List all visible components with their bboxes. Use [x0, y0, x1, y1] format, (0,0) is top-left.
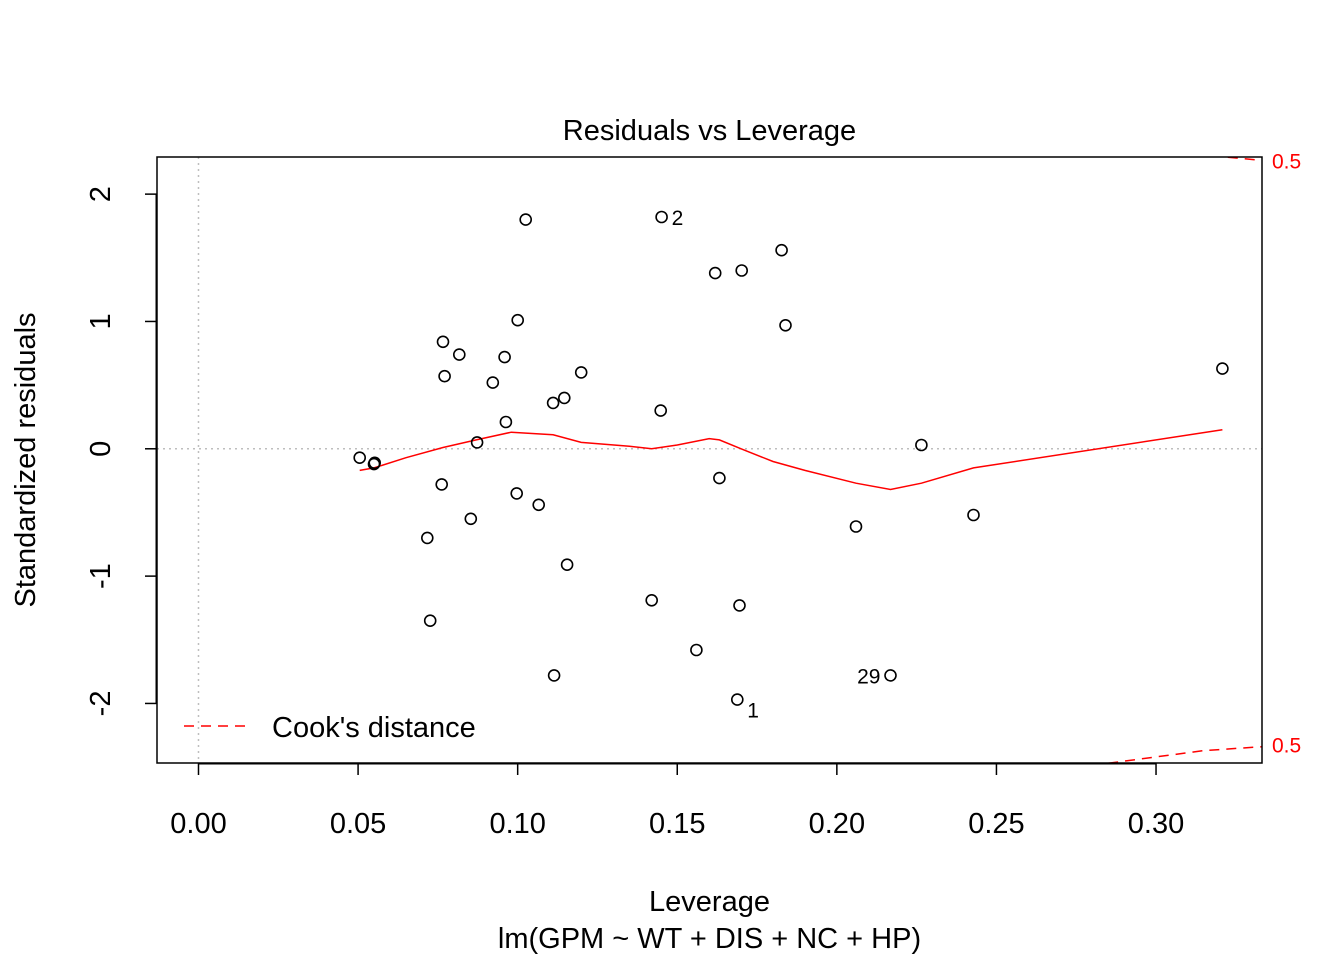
data-point	[713, 471, 726, 485]
data-point	[510, 487, 524, 500]
points-group	[353, 210, 1229, 706]
point-label: 2	[672, 207, 684, 230]
x-axis-label: Leverage	[649, 886, 770, 918]
data-point	[654, 404, 668, 417]
data-point	[546, 396, 560, 410]
y-tick-label: -2	[85, 691, 117, 717]
data-point	[367, 457, 381, 471]
data-point	[438, 369, 451, 383]
data-point	[557, 391, 571, 405]
data-point	[690, 643, 703, 657]
axes-group: 0.00 0.05 0.10 0.15 0.20 0.25 0.30 -2 -1 0 1 2	[85, 186, 1184, 840]
data-point	[560, 558, 574, 572]
data-point	[498, 350, 511, 364]
x-tick-label: 0.00	[170, 808, 226, 840]
cooks-distance-curves	[1108, 157, 1262, 763]
data-point	[708, 266, 722, 280]
data-point	[730, 693, 744, 706]
y-tick-label: 2	[85, 186, 117, 202]
reference-lines	[157, 157, 1262, 763]
cooks-distance-curve	[1108, 745, 1262, 763]
y-tick-label: 1	[85, 313, 117, 329]
data-point	[1216, 362, 1229, 375]
x-tick-label: 0.25	[968, 808, 1024, 840]
data-point	[511, 313, 525, 327]
data-point	[436, 335, 450, 349]
cooks-level-label-lower: 0.5	[1272, 735, 1301, 758]
data-point	[655, 210, 668, 224]
data-point	[353, 451, 367, 465]
legend-label-cooks: Cook's distance	[272, 712, 476, 744]
data-point	[470, 436, 484, 449]
data-point	[532, 498, 546, 512]
data-point	[486, 376, 500, 389]
legend: Cook's distance	[184, 712, 476, 744]
data-point	[967, 508, 980, 522]
x-tick-label: 0.10	[489, 808, 545, 840]
data-point	[464, 512, 478, 526]
x-tick-label: 0.20	[809, 808, 865, 840]
data-point	[499, 415, 513, 429]
data-point	[423, 614, 437, 628]
smooth-line-group	[359, 428, 1223, 491]
data-point	[435, 478, 449, 491]
cooks-level-label-upper: 0.5	[1272, 150, 1301, 173]
y-axis-label: Standardized residuals	[10, 312, 42, 607]
data-point	[733, 599, 746, 612]
x-tick-label: 0.05	[330, 808, 386, 840]
x-tick-label: 0.30	[1128, 808, 1184, 840]
point-label: 29	[857, 665, 880, 688]
data-point	[547, 669, 561, 682]
plot-border	[156, 156, 1263, 764]
data-point	[775, 243, 788, 257]
data-point	[574, 366, 588, 379]
data-point	[420, 531, 434, 545]
x-tick-label: 0.15	[649, 808, 705, 840]
y-tick-label: -1	[85, 563, 117, 589]
data-point	[915, 438, 928, 452]
smooth-line	[359, 428, 1223, 491]
point-label: 1	[747, 700, 759, 723]
chart-title: Residuals vs Leverage	[563, 115, 856, 147]
data-point	[849, 520, 863, 533]
data-point	[645, 593, 659, 607]
data-point	[735, 264, 749, 277]
data-point	[884, 669, 897, 682]
point-labels-group: 2 1 29	[672, 207, 881, 723]
chart-subtitle: lm(GPM ~ WT + DIS + NC + HP)	[498, 923, 921, 955]
data-point	[779, 318, 792, 332]
data-point	[452, 348, 466, 361]
data-point	[519, 213, 533, 226]
y-tick-label: 0	[85, 441, 117, 457]
